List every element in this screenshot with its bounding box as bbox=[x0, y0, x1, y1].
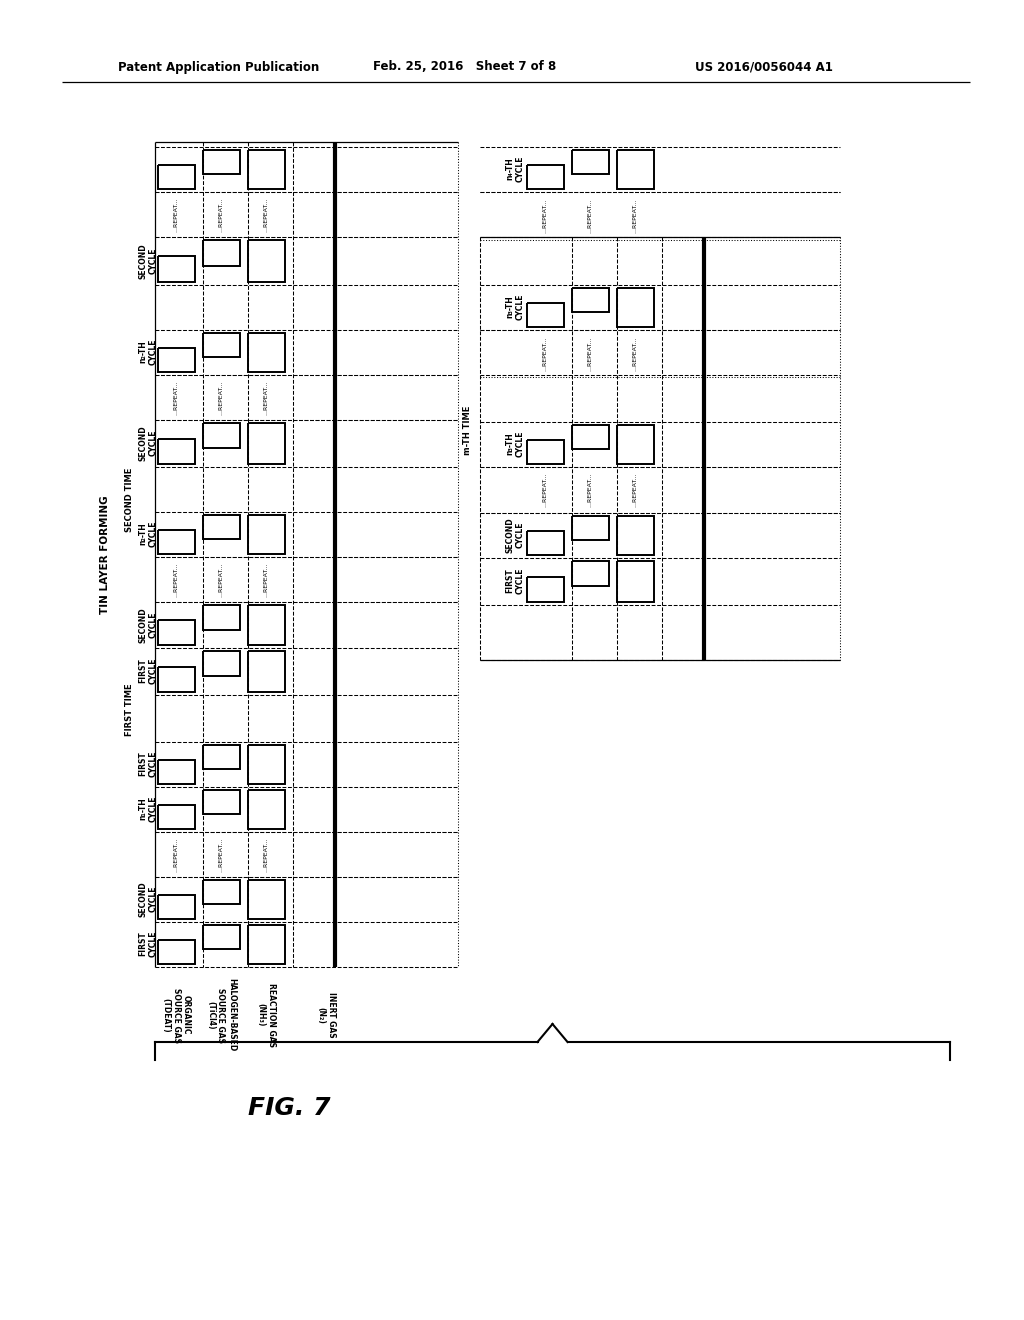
Text: FIRST
CYCLE: FIRST CYCLE bbox=[138, 751, 158, 777]
Text: ...REPEAT...: ...REPEAT... bbox=[218, 197, 223, 232]
Text: ...REPEAT...: ...REPEAT... bbox=[263, 837, 268, 871]
Text: n₄-TH
CYCLE: n₄-TH CYCLE bbox=[505, 156, 524, 182]
Text: ...REPEAT...: ...REPEAT... bbox=[218, 837, 223, 871]
Text: SECOND
CYCLE: SECOND CYCLE bbox=[505, 517, 524, 553]
Text: SECOND TIME: SECOND TIME bbox=[126, 467, 134, 532]
Text: SECOND
CYCLE: SECOND CYCLE bbox=[138, 425, 158, 461]
Text: ...REPEAT...: ...REPEAT... bbox=[543, 473, 548, 507]
Text: ...REPEAT...: ...REPEAT... bbox=[218, 380, 223, 414]
Text: ...REPEAT...: ...REPEAT... bbox=[263, 197, 268, 232]
Text: FIRST
CYCLE: FIRST CYCLE bbox=[138, 931, 158, 957]
Text: ...REPEAT...: ...REPEAT... bbox=[173, 197, 178, 232]
Text: SECOND
CYCLE: SECOND CYCLE bbox=[138, 243, 158, 279]
Text: m-TH TIME: m-TH TIME bbox=[463, 405, 471, 454]
Text: n₂-TH
CYCLE: n₂-TH CYCLE bbox=[138, 339, 158, 366]
Text: n₁-TH
CYCLE: n₁-TH CYCLE bbox=[138, 796, 158, 822]
Text: ORGANIC
SOURCE GAS
(TDEAT): ORGANIC SOURCE GAS (TDEAT) bbox=[161, 987, 190, 1043]
Text: ...REPEAT...: ...REPEAT... bbox=[633, 473, 638, 507]
Text: n₃-TH
CYCLE: n₃-TH CYCLE bbox=[505, 294, 524, 321]
Text: SECOND
CYCLE: SECOND CYCLE bbox=[138, 882, 158, 917]
Text: ...REPEAT...: ...REPEAT... bbox=[633, 337, 638, 371]
Text: Feb. 25, 2016   Sheet 7 of 8: Feb. 25, 2016 Sheet 7 of 8 bbox=[373, 61, 556, 74]
Text: ...REPEAT...: ...REPEAT... bbox=[173, 380, 178, 414]
Text: FIRST
CYCLE: FIRST CYCLE bbox=[138, 657, 158, 684]
Text: ...REPEAT...: ...REPEAT... bbox=[173, 562, 178, 597]
Text: FIRST TIME: FIRST TIME bbox=[126, 684, 134, 737]
Text: ...REPEAT...: ...REPEAT... bbox=[543, 337, 548, 371]
Text: HALOGEN-BASED
SOURCE GAS
(TiCl4): HALOGEN-BASED SOURCE GAS (TiCl4) bbox=[206, 978, 236, 1052]
Text: TIN LAYER FORMING: TIN LAYER FORMING bbox=[100, 496, 110, 614]
Text: Patent Application Publication: Patent Application Publication bbox=[118, 61, 319, 74]
Text: n₂-TH
CYCLE: n₂-TH CYCLE bbox=[138, 521, 158, 548]
Text: n₃-TH
CYCLE: n₃-TH CYCLE bbox=[505, 430, 524, 457]
Text: INERT GAS
(N₂): INERT GAS (N₂) bbox=[316, 993, 336, 1038]
Text: ...REPEAT...: ...REPEAT... bbox=[633, 199, 638, 234]
Text: ...REPEAT...: ...REPEAT... bbox=[543, 199, 548, 234]
Text: ...REPEAT...: ...REPEAT... bbox=[263, 380, 268, 414]
Text: SECOND
CYCLE: SECOND CYCLE bbox=[138, 607, 158, 643]
Text: ...REPEAT...: ...REPEAT... bbox=[263, 562, 268, 597]
Text: ...REPEAT...: ...REPEAT... bbox=[218, 562, 223, 597]
Text: ...REPEAT...: ...REPEAT... bbox=[588, 473, 593, 507]
Text: FIG. 7: FIG. 7 bbox=[248, 1096, 331, 1119]
Text: US 2016/0056044 A1: US 2016/0056044 A1 bbox=[695, 61, 833, 74]
Text: ...REPEAT...: ...REPEAT... bbox=[588, 199, 593, 234]
Text: FIRST
CYCLE: FIRST CYCLE bbox=[505, 568, 524, 594]
Text: REACTION GAS
(NH₃): REACTION GAS (NH₃) bbox=[256, 983, 275, 1047]
Text: ...REPEAT...: ...REPEAT... bbox=[588, 337, 593, 371]
Text: ...REPEAT...: ...REPEAT... bbox=[173, 837, 178, 871]
